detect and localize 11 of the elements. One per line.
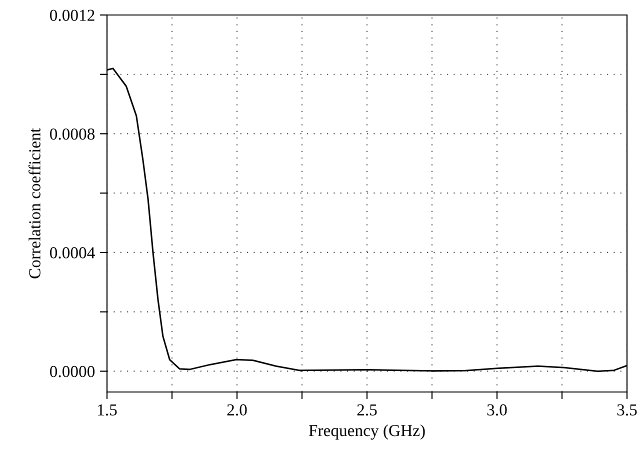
x-tick-label: 3.0 — [487, 404, 507, 416]
y-tick-label: 0.0008 — [50, 128, 95, 140]
x-tick-label: 2.5 — [357, 404, 377, 416]
x-tick-label: 1.5 — [98, 404, 117, 416]
y-tick-label: 0.0012 — [50, 10, 94, 22]
y-axis-title: Correlation coefficient — [28, 128, 40, 278]
x-tick-label: 3.5 — [617, 404, 637, 416]
x-axis-title: Frequency (GHz) — [308, 424, 425, 440]
y-tick-label: 0.0000 — [50, 366, 95, 378]
x-tick-label: 2.0 — [227, 404, 247, 416]
y-tick-label: 0.0004 — [50, 247, 95, 258]
